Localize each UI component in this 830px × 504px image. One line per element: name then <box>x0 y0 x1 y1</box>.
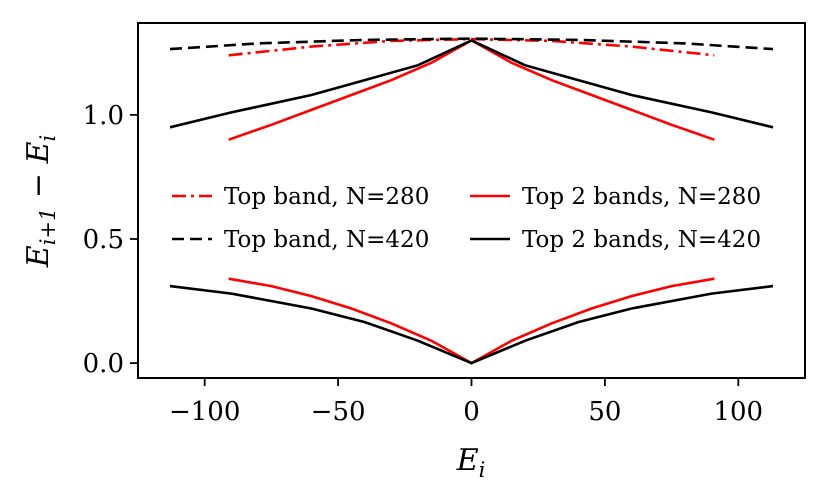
y-tick-label: 1.0 <box>83 101 124 131</box>
series-line-top-2-bands-n-420-segment-2 <box>169 284 774 365</box>
series-line-top-2-bands-n-280-segment-2 <box>228 277 715 365</box>
y-axis: 0.0 0.5 1.0 <box>83 101 138 379</box>
series-line-top-2-bands-n-420-segment-1 <box>169 38 774 129</box>
y-tick-label: 0.0 <box>83 349 124 379</box>
y-axis-label: Ei+1 − Ei <box>21 135 60 268</box>
legend: Top band, N=280 Top 2 bands, N=280 Top ban… <box>172 184 761 253</box>
legend-label-top-band-n-420: Top band, N=420 <box>224 227 429 253</box>
legend-label-top-2-bands-n-280: Top 2 bands, N=280 <box>522 184 761 210</box>
x-tick-label: −50 <box>311 397 366 427</box>
x-axis-label: Ei <box>456 443 486 482</box>
x-tick-label: 100 <box>713 397 763 427</box>
x-axis: −100 −50 0 50 100 <box>169 378 763 427</box>
series-line-top-band-n-420 <box>169 37 774 51</box>
series-lines <box>169 37 774 365</box>
x-tick-label: 0 <box>463 397 480 427</box>
x-tick-label: 50 <box>588 397 621 427</box>
y-tick-label: 0.5 <box>83 225 124 255</box>
series-line-top-2-bands-n-280-segment-1 <box>228 38 715 141</box>
x-tick-label: −100 <box>169 397 240 427</box>
legend-label-top-band-n-280: Top band, N=280 <box>224 184 429 210</box>
legend-label-top-2-bands-n-420: Top 2 bands, N=420 <box>522 227 761 253</box>
